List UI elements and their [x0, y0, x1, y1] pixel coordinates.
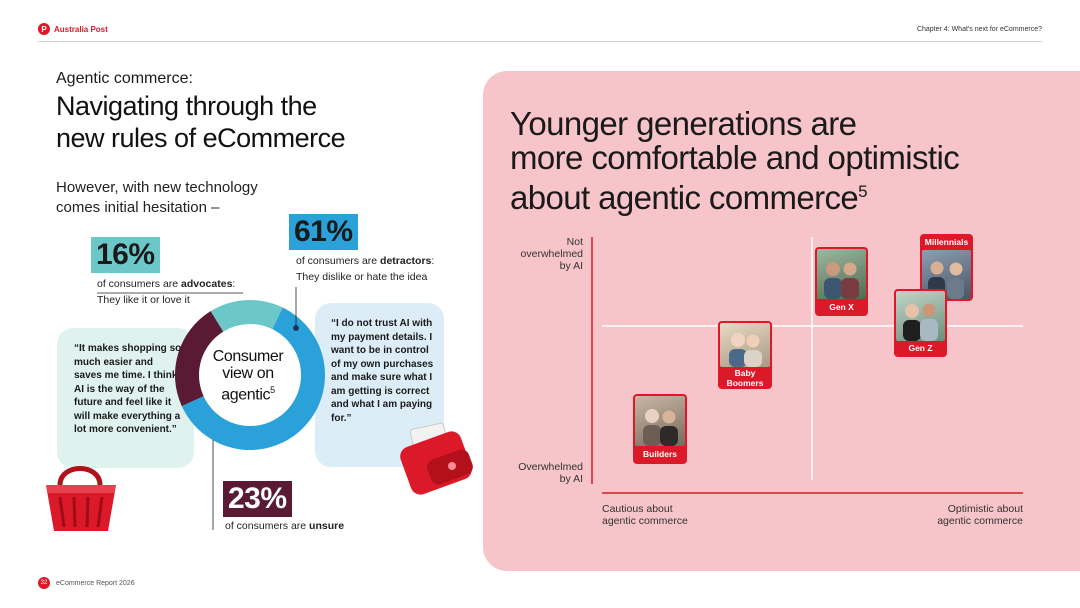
brand-logo: P Australia Post — [38, 23, 108, 35]
report-name: eCommerce Report 2026 — [56, 579, 135, 587]
gen-z-photo — [896, 291, 945, 341]
detractors-marker-dot — [293, 325, 299, 331]
donut-segment-unsure — [175, 311, 224, 407]
advocates-percentage: 16% — [91, 237, 160, 273]
x-right-line-2: agentic commerce — [937, 515, 1023, 527]
advocates-desc-bold: advocates — [181, 278, 233, 290]
detractor-quote-bubble: “I do not trust AI with my payment detai… — [315, 303, 444, 467]
y-axis-top-label: Not overwhelmed by AI — [500, 236, 583, 272]
donut-segment-advocates — [210, 300, 283, 332]
intro-line-2: comes initial hesitation – — [56, 199, 220, 216]
generation-card-builders: Builders — [633, 394, 687, 464]
people-photo-icon — [729, 333, 762, 367]
advocates-description: of consumers are advocates: They like it… — [97, 276, 235, 308]
page-headline: Navigating through the new rules of eCom… — [56, 90, 346, 154]
gen-x-label: Gen X — [829, 302, 854, 312]
generation-card-millennials: Millennials — [920, 234, 973, 301]
section-kicker: Agentic commerce: — [56, 70, 193, 87]
baby-boomers-label: Baby Boomers — [718, 368, 772, 388]
detractors-desc-line-2: They dislike or hate the idea — [296, 271, 428, 283]
x-axis-right-label: Optimistic about agentic commerce — [900, 503, 1023, 527]
donut-center-line-2: view on — [222, 365, 274, 382]
people-photo-icon — [643, 409, 678, 446]
y-axis-bottom-label: Overwhelmed by AI — [500, 461, 583, 485]
detractors-desc-pre: of consumers are — [296, 255, 381, 267]
chapter-label: Chapter 4: What's next for eCommerce? — [916, 26, 1042, 33]
y-bottom-line-1: Overwhelmed — [518, 461, 583, 473]
detractors-desc-post: : — [431, 255, 435, 267]
donut-center-footnote: 5 — [270, 385, 275, 395]
donut-center-label: Consumer view on agentic5 — [201, 348, 295, 403]
generation-card-gen-x: Gen X — [815, 247, 868, 316]
panel-title-line-1: Younger generations are — [510, 105, 857, 142]
gen-x-photo — [817, 249, 866, 299]
builders-label: Builders — [642, 449, 677, 459]
baby-boomers-photo — [720, 323, 770, 367]
donut-center-line-1: Consumer — [212, 348, 284, 365]
generations-panel — [483, 71, 1080, 571]
y-bottom-line-2: by AI — [559, 473, 583, 485]
x-left-line-1: Cautious about — [602, 503, 673, 515]
baby-boomers-label-line-2: Boomers — [726, 377, 764, 388]
generation-card-gen-z: Gen Z — [894, 289, 947, 357]
x-axis-left-label: Cautious about agentic commerce — [602, 503, 688, 527]
panel-title-line-3: about agentic commerce — [510, 179, 859, 216]
detractors-description: of consumers are detractors: They dislik… — [296, 253, 434, 285]
page-footer: 32 eCommerce Report 2026 — [38, 577, 135, 589]
intro-line-1: However, with new technology — [56, 179, 258, 196]
donut-segment-detractors — [181, 307, 325, 450]
generation-card-baby-boomers: Baby Boomers — [718, 321, 772, 389]
y-top-line-2: overwhelmed — [520, 248, 583, 260]
brand-name: Australia Post — [54, 24, 108, 34]
headline-line-1: Navigating through the — [56, 91, 317, 121]
advocate-quote-text: “It makes shopping so much easier and sa… — [74, 343, 182, 435]
millennials-label: Millennials — [924, 237, 969, 247]
donut-center-line-3: agentic — [221, 386, 271, 404]
people-photo-icon — [824, 262, 859, 299]
unsure-desc-bold: unsure — [309, 520, 345, 532]
panel-title-footnote: 5 — [858, 182, 868, 201]
advocates-desc-pre: of consumers are — [97, 278, 182, 290]
shopping-basket-icon — [46, 466, 116, 531]
x-left-line-2: agentic commerce — [602, 515, 688, 527]
advocates-desc-line-2: They like it or love it — [97, 294, 190, 306]
panel-title-line-2: more comfortable and optimistic — [510, 139, 960, 176]
y-top-line-3: by AI — [559, 260, 583, 272]
advocates-desc-post: : — [232, 278, 236, 290]
baby-boomers-label-line-1: Baby — [734, 368, 756, 378]
unsure-description: of consumers are unsure — [225, 518, 344, 534]
consumer-view-donut-chart — [175, 300, 325, 450]
people-photo-icon — [903, 303, 938, 341]
x-right-line-1: Optimistic about — [947, 503, 1023, 515]
detractor-quote-text: “I do not trust AI with my payment detai… — [331, 318, 434, 424]
advocate-quote-bubble: “It makes shopping so much easier and sa… — [57, 328, 194, 468]
unsure-percentage: 23% — [223, 481, 292, 517]
header-divider — [38, 41, 1042, 42]
intro-text: However, with new technology comes initi… — [56, 178, 258, 218]
panel-title: Younger generations are more comfortable… — [510, 105, 960, 216]
detractors-desc-bold: detractors — [380, 255, 432, 267]
page-number: 32 — [38, 577, 50, 589]
headline-line-2: new rules of eCommerce — [56, 123, 346, 153]
australia-post-logo-icon: P — [38, 23, 50, 35]
builders-photo — [635, 396, 685, 446]
unsure-desc-pre: of consumers are — [225, 520, 310, 532]
wallet-with-card-icon — [400, 422, 473, 495]
y-top-line-1: Not — [566, 236, 583, 248]
detractors-percentage: 61% — [289, 214, 358, 250]
gen-z-label: Gen Z — [908, 343, 933, 353]
